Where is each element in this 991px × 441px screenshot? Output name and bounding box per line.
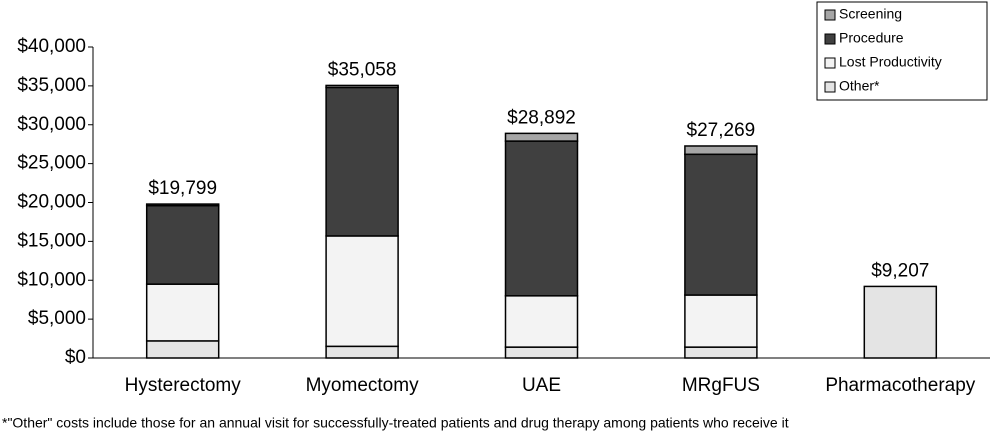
y-tick-label: $5,000 <box>28 308 86 329</box>
total-label: $28,892 <box>507 107 576 128</box>
legend-label: Lost Productivity <box>839 54 942 70</box>
y-tick-label: $30,000 <box>17 114 86 135</box>
x-tick-label: MRgFUS <box>682 375 760 396</box>
legend-label: Screening <box>839 6 902 22</box>
y-tick-label: $35,000 <box>17 75 86 96</box>
total-label: $19,799 <box>148 178 217 199</box>
x-tick-label: Myomectomy <box>306 375 419 396</box>
y-tick-label: $25,000 <box>17 153 86 174</box>
y-tick-label: $10,000 <box>17 269 86 290</box>
y-tick-label: $20,000 <box>17 192 86 213</box>
bar-segment <box>325 345 399 359</box>
bar-segment <box>863 285 938 359</box>
bar-segment <box>325 86 399 237</box>
legend-swatch <box>824 9 836 21</box>
total-label: $27,269 <box>687 120 756 141</box>
legend-swatch <box>824 57 836 69</box>
legend-label: Other* <box>839 78 880 94</box>
bar-segment <box>325 84 399 89</box>
bar-segment <box>684 145 758 156</box>
bar-segment <box>145 340 220 359</box>
bar-segment <box>504 140 579 297</box>
legend-label: Procedure <box>839 30 904 46</box>
legend-swatch <box>824 33 836 45</box>
bar-segment <box>145 283 220 342</box>
x-tick-label: Hysterectomy <box>125 375 242 396</box>
bar-segment <box>684 294 758 348</box>
footnote: *"Other" costs include those for an annu… <box>2 415 789 431</box>
bar-segment <box>504 346 579 359</box>
x-tick-label: Pharmacotherapy <box>825 375 975 396</box>
bar-segment <box>684 346 758 359</box>
bar-segment <box>504 295 579 348</box>
bar-segment <box>325 235 399 348</box>
y-tick-label: $40,000 <box>17 36 86 57</box>
y-tick-label: $0 <box>65 347 86 368</box>
bar-segment <box>684 153 758 296</box>
total-label: $9,207 <box>871 260 929 281</box>
bar-segment <box>145 204 220 285</box>
total-label: $35,058 <box>328 59 397 80</box>
bar-segment <box>145 203 220 207</box>
legend-box <box>816 1 988 101</box>
y-tick-label: $15,000 <box>17 230 86 251</box>
legend-swatch <box>824 81 836 93</box>
bar-segment <box>504 132 579 142</box>
x-tick-label: UAE <box>522 375 561 396</box>
